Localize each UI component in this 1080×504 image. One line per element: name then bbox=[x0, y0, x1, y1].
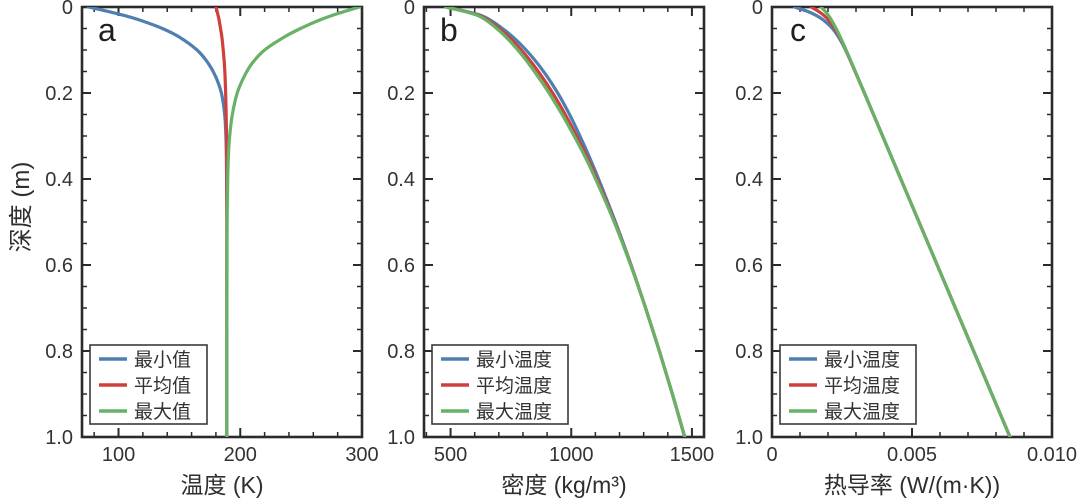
svg-text:0.2: 0.2 bbox=[45, 83, 73, 105]
svg-text:0.6: 0.6 bbox=[387, 255, 415, 277]
svg-text:1500: 1500 bbox=[670, 444, 715, 466]
panel-c-tick-labels: 0 0.005 0.010 0 0.2 0.4 0.6 0.8 1.0 bbox=[735, 0, 1077, 466]
svg-text:0.2: 0.2 bbox=[387, 83, 415, 105]
legend-label: 平均温度 bbox=[476, 375, 552, 397]
legend-label: 平均值 bbox=[134, 375, 191, 397]
svg-text:1.0: 1.0 bbox=[45, 427, 73, 449]
svg-text:0.4: 0.4 bbox=[735, 169, 763, 191]
svg-text:0: 0 bbox=[752, 0, 763, 19]
panel-b-x-axis-label: 密度 (kg/m³) bbox=[501, 472, 627, 498]
legend-label: 最小值 bbox=[134, 349, 191, 371]
svg-text:0.6: 0.6 bbox=[45, 255, 73, 277]
legend-label: 最大温度 bbox=[824, 401, 900, 423]
panel-c-x-axis-label: 热导率 (W/(m·K)) bbox=[823, 472, 1001, 498]
panel-b-frame bbox=[422, 5, 706, 439]
svg-text:200: 200 bbox=[224, 444, 257, 466]
legend-label: 平均温度 bbox=[824, 375, 900, 397]
svg-text:0.010: 0.010 bbox=[1027, 444, 1077, 466]
svg-text:0: 0 bbox=[62, 0, 73, 19]
panel-a-frame bbox=[80, 5, 364, 439]
panel-b-letter: b bbox=[440, 12, 458, 48]
panel-a-curve-green bbox=[225, 7, 362, 437]
panel-a-curves bbox=[86, 7, 362, 437]
svg-text:300: 300 bbox=[345, 444, 378, 466]
legend-label: 最小温度 bbox=[824, 349, 900, 371]
svg-text:0.8: 0.8 bbox=[735, 341, 763, 363]
svg-text:1000: 1000 bbox=[549, 444, 594, 466]
y-axis-label: 深度 (m) bbox=[8, 161, 35, 253]
svg-text:0.8: 0.8 bbox=[387, 341, 415, 363]
legend-label: 最大值 bbox=[134, 401, 191, 423]
panel-b-curve-green bbox=[444, 7, 687, 437]
svg-text:0: 0 bbox=[404, 0, 415, 19]
svg-text:0.4: 0.4 bbox=[387, 169, 415, 191]
panel-a-curve-red bbox=[214, 7, 229, 437]
panel-c-curve-green bbox=[819, 7, 1012, 437]
svg-text:1.0: 1.0 bbox=[735, 427, 763, 449]
svg-text:0.4: 0.4 bbox=[45, 169, 73, 191]
svg-text:0.005: 0.005 bbox=[887, 444, 937, 466]
svg-text:0.2: 0.2 bbox=[735, 83, 763, 105]
panel-c-letter: c bbox=[790, 12, 806, 48]
panel-b-curves bbox=[444, 7, 687, 437]
panel-a-x-axis-label: 温度 (K) bbox=[180, 472, 264, 498]
panel-c-curves bbox=[792, 7, 1012, 437]
legend-label: 最大温度 bbox=[476, 401, 552, 423]
svg-text:0: 0 bbox=[766, 444, 777, 466]
legend-label: 最小温度 bbox=[476, 349, 552, 371]
svg-text:1.0: 1.0 bbox=[387, 427, 415, 449]
svg-text:500: 500 bbox=[434, 444, 467, 466]
svg-text:0.8: 0.8 bbox=[45, 341, 73, 363]
svg-text:100: 100 bbox=[102, 444, 135, 466]
panel-c-frame bbox=[770, 5, 1054, 439]
panel-b-tick-labels: 500 1000 1500 0 0.2 0.4 0.6 0.8 1.0 bbox=[387, 0, 714, 466]
svg-text:0.6: 0.6 bbox=[735, 255, 763, 277]
panel-a-tick-labels: 100 200 300 0 0.2 0.4 0.6 0.8 1.0 bbox=[45, 0, 379, 466]
panel-a-letter: a bbox=[98, 12, 116, 48]
